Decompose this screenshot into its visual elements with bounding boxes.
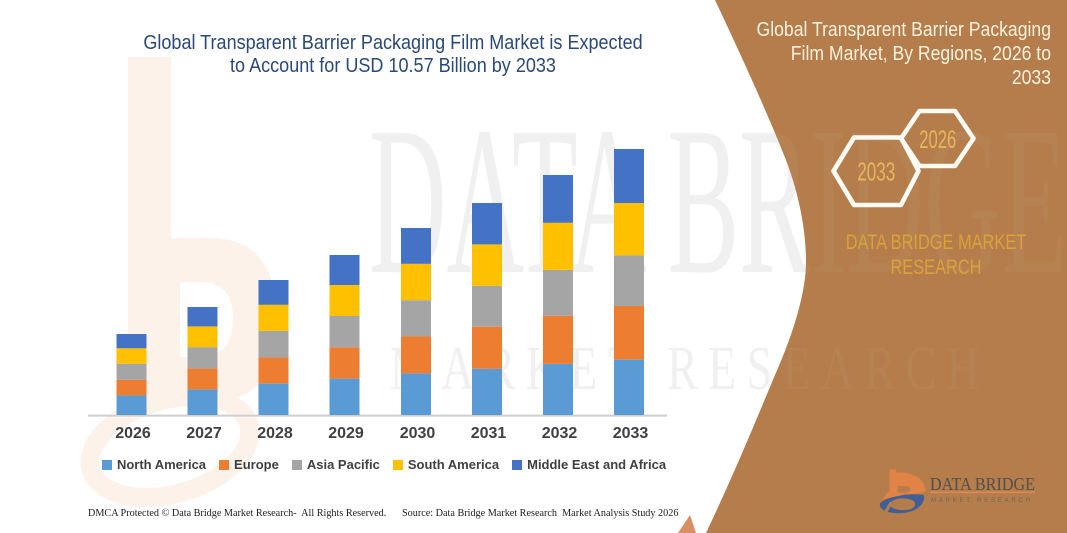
svg-text:MARKET RESEARCH: MARKET RESEARCH (931, 498, 1033, 504)
svg-text:MARKET RESEARCH: MARKET RESEARCH (390, 335, 990, 403)
svg-text:2033: 2033 (857, 159, 895, 187)
svg-text:DATA BRIDGE: DATA BRIDGE (930, 474, 1035, 494)
svg-text:2026: 2026 (919, 126, 956, 154)
